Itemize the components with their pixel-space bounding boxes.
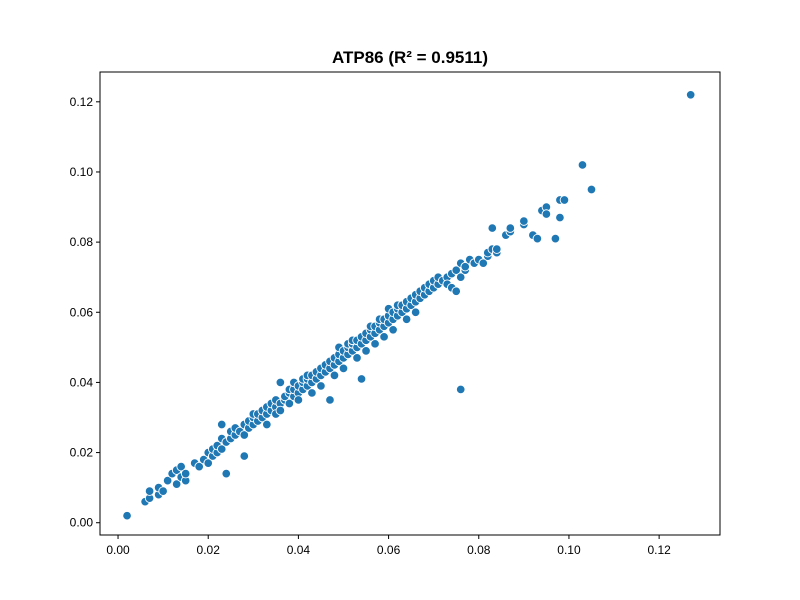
- data-point: [216, 444, 227, 454]
- data-point: [586, 184, 597, 195]
- data-point: [555, 212, 565, 223]
- y-tick-label: 0.06: [70, 305, 94, 319]
- data-points: [122, 90, 696, 521]
- x-tick-label: 0.04: [287, 543, 311, 557]
- data-point: [203, 458, 213, 468]
- data-point: [122, 510, 132, 521]
- data-point: [180, 468, 191, 479]
- data-point: [460, 261, 470, 272]
- data-point: [329, 370, 340, 381]
- data-point: [492, 244, 502, 254]
- data-point: [284, 398, 295, 409]
- data-point: [162, 475, 173, 486]
- data-point: [685, 90, 696, 100]
- data-point: [239, 451, 250, 461]
- y-axis: 0.00 0.02 0.04 0.06 0.08 0.10 0.12: [70, 95, 100, 530]
- plot-frame: [99, 71, 721, 536]
- data-point: [519, 216, 529, 226]
- data-point: [239, 430, 250, 440]
- x-axis: 0.00 0.02 0.04 0.06 0.08 0.10 0.12: [106, 535, 671, 557]
- data-point: [478, 258, 489, 268]
- data-point: [194, 461, 204, 472]
- data-point: [338, 363, 349, 374]
- data-point: [293, 395, 304, 405]
- data-point: [221, 468, 232, 479]
- data-point: [307, 388, 317, 398]
- x-tick-label: 0.10: [557, 543, 581, 557]
- data-point: [532, 233, 543, 244]
- data-point: [577, 160, 588, 170]
- x-tick-label: 0.08: [467, 543, 491, 557]
- y-tick-label: 0.00: [70, 516, 94, 530]
- data-point: [171, 479, 182, 489]
- y-tick-label: 0.08: [70, 235, 94, 249]
- data-point: [158, 486, 168, 496]
- data-point: [262, 419, 272, 430]
- data-point: [352, 353, 362, 363]
- x-tick-label: 0.06: [377, 543, 401, 557]
- data-point: [451, 286, 461, 296]
- data-point: [275, 405, 286, 416]
- y-tick-label: 0.12: [70, 95, 94, 109]
- data-point: [325, 395, 335, 405]
- data-point: [144, 486, 155, 496]
- data-point: [361, 346, 371, 356]
- x-tick-label: 0.02: [197, 543, 221, 557]
- data-point: [401, 314, 412, 325]
- data-point: [487, 223, 498, 233]
- data-point: [275, 377, 286, 388]
- data-point: [356, 374, 367, 384]
- x-tick-label: 0.12: [647, 543, 671, 557]
- data-point: [541, 209, 552, 219]
- data-point: [370, 339, 380, 349]
- data-point: [216, 419, 227, 430]
- chart-title: ATP86 (R² = 0.9511): [332, 48, 488, 67]
- y-tick-label: 0.04: [70, 375, 94, 389]
- data-point: [316, 381, 326, 391]
- y-tick-label: 0.10: [70, 165, 94, 179]
- data-point: [410, 307, 421, 318]
- data-point: [455, 272, 466, 282]
- data-point: [550, 233, 561, 244]
- y-tick-label: 0.02: [70, 446, 94, 460]
- x-tick-label: 0.00: [106, 543, 130, 557]
- data-point: [505, 223, 516, 233]
- data-point: [455, 384, 466, 395]
- data-point: [176, 461, 186, 472]
- data-point: [388, 325, 398, 335]
- data-point: [379, 332, 389, 342]
- data-point: [559, 195, 570, 205]
